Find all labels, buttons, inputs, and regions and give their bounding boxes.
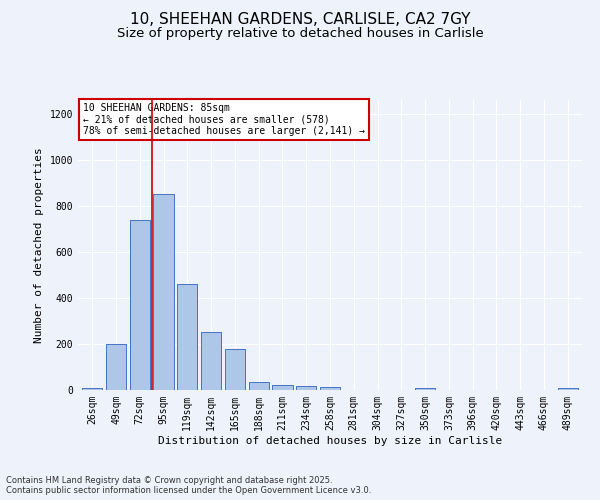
Bar [248, 382, 269, 390]
X-axis label: Distribution of detached houses by size in Carlisle: Distribution of detached houses by size … [158, 436, 502, 446]
Text: Size of property relative to detached houses in Carlisle: Size of property relative to detached ho… [116, 28, 484, 40]
Bar [177, 284, 197, 390]
Bar [225, 348, 245, 390]
Bar [106, 344, 126, 390]
Bar [272, 386, 293, 390]
Bar [557, 388, 578, 390]
Text: 10, SHEEHAN GARDENS, CARLISLE, CA2 7GY: 10, SHEEHAN GARDENS, CARLISLE, CA2 7GY [130, 12, 470, 28]
Text: Contains HM Land Registry data © Crown copyright and database right 2025.
Contai: Contains HM Land Registry data © Crown c… [6, 476, 371, 495]
Bar [296, 386, 316, 390]
Text: 10 SHEEHAN GARDENS: 85sqm
← 21% of detached houses are smaller (578)
78% of semi: 10 SHEEHAN GARDENS: 85sqm ← 21% of detac… [83, 103, 365, 136]
Bar [130, 220, 150, 390]
Bar [154, 194, 173, 390]
Bar [415, 388, 435, 390]
Bar [82, 388, 103, 390]
Y-axis label: Number of detached properties: Number of detached properties [34, 147, 44, 343]
Bar [320, 387, 340, 390]
Bar [201, 332, 221, 390]
